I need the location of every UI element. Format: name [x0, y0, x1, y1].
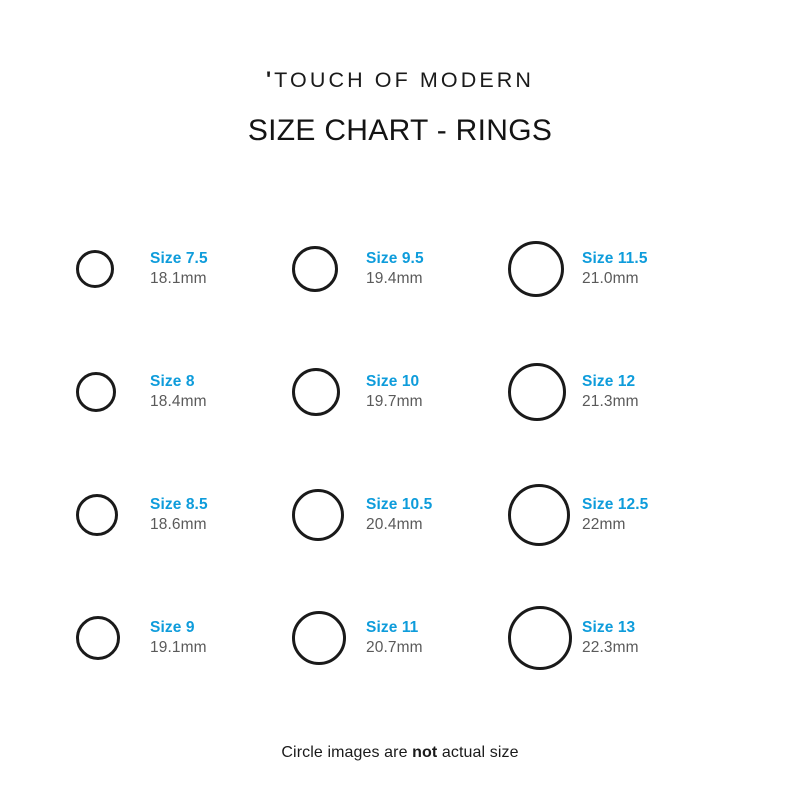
- ring-size-text: Size 11 20.7mm: [364, 619, 423, 658]
- ring-size-cell: Size 10 19.7mm: [292, 331, 508, 454]
- ring-size-label: Size 11: [366, 618, 419, 636]
- ring-circle-wrap: [292, 479, 364, 551]
- ring-circle-icon: [76, 372, 116, 412]
- ring-circle-icon: [292, 368, 340, 416]
- ring-size-text: Size 9.5 19.4mm: [364, 250, 424, 289]
- ring-circle-wrap: [508, 233, 580, 305]
- ring-circle-wrap: [292, 356, 364, 428]
- ring-size-label: Size 10.5: [366, 495, 433, 513]
- ring-size-cell: Size 13 22.3mm: [508, 577, 724, 700]
- ring-circle-icon: [292, 246, 338, 292]
- ring-diameter-label: 22.3mm: [582, 638, 639, 656]
- ring-size-text: Size 8.5 18.6mm: [148, 496, 208, 535]
- ring-size-cell: Size 9 19.1mm: [76, 577, 292, 700]
- ring-diameter-label: 18.6mm: [150, 515, 207, 533]
- ring-size-text: Size 10.5 20.4mm: [364, 496, 432, 535]
- page-title: SIZE CHART - RINGS: [247, 113, 553, 147]
- ring-size-label: Size 11.5: [582, 249, 648, 267]
- ring-circle-icon: [76, 494, 118, 536]
- ring-diameter-label: 19.4mm: [366, 269, 423, 287]
- ring-diameter-label: 21.0mm: [582, 269, 639, 287]
- ring-circle-wrap: [76, 233, 148, 305]
- ring-size-cell: Size 12 21.3mm: [508, 331, 724, 454]
- ring-circle-icon: [76, 250, 114, 288]
- ring-size-label: Size 9.5: [366, 249, 424, 267]
- ring-size-text: Size 12 21.3mm: [580, 373, 639, 412]
- ring-size-label: Size 13: [582, 618, 636, 636]
- ring-diameter-label: 19.1mm: [150, 638, 207, 656]
- ring-circle-wrap: [76, 479, 148, 551]
- ring-circle-icon: [76, 616, 120, 660]
- ring-size-label: Size 9: [150, 618, 195, 636]
- ring-circle-icon: [292, 611, 346, 665]
- ring-circle-wrap: [76, 602, 148, 674]
- ring-diameter-label: 20.4mm: [366, 515, 423, 533]
- ring-circle-wrap: [76, 356, 148, 428]
- ring-circle-wrap: [508, 602, 580, 674]
- ring-size-cell: Size 11.5 21.0mm: [508, 208, 724, 331]
- ring-circle-icon: [508, 484, 570, 546]
- ring-size-cell: Size 8.5 18.6mm: [76, 454, 292, 577]
- ring-circle-wrap: [508, 479, 580, 551]
- ring-size-label: Size 7.5: [150, 249, 208, 267]
- ring-circle-icon: [508, 606, 572, 670]
- ring-size-cell: Size 7.5 18.1mm: [76, 208, 292, 331]
- ring-size-text: Size 11.5 21.0mm: [580, 250, 648, 289]
- ring-size-label: Size 8.5: [150, 495, 208, 513]
- footnote-suffix: actual size: [437, 743, 519, 761]
- ring-circle-icon: [508, 363, 566, 421]
- ring-size-label: Size 8: [150, 372, 195, 390]
- ring-size-label: Size 12.5: [582, 495, 649, 513]
- ring-size-text: Size 9 19.1mm: [148, 619, 207, 658]
- ring-circle-icon: [508, 241, 564, 297]
- ring-circle-icon: [292, 489, 344, 541]
- brand-apostrophe-icon: ': [265, 67, 275, 91]
- footnote: Circle images are not actual size: [281, 744, 518, 762]
- footnote-prefix: Circle images are: [281, 743, 413, 761]
- ring-size-cell: Size 11 20.7mm: [292, 577, 508, 700]
- ring-circle-wrap: [508, 356, 580, 428]
- ring-diameter-label: 18.4mm: [150, 392, 207, 410]
- ring-size-cell: Size 10.5 20.4mm: [292, 454, 508, 577]
- ring-diameter-label: 19.7mm: [366, 392, 423, 410]
- ring-size-label: Size 12: [582, 372, 636, 390]
- ring-diameter-label: 21.3mm: [582, 392, 639, 410]
- ring-size-text: Size 12.5 22mm: [580, 496, 648, 535]
- ring-size-cell: Size 12.5 22mm: [508, 454, 724, 577]
- ring-size-text: Size 7.5 18.1mm: [148, 250, 208, 289]
- ring-size-grid: Size 7.5 18.1mm Size 9.5 19.4mm Size 11.5 21.…: [76, 208, 724, 700]
- footnote-emphasis: not: [412, 743, 438, 761]
- ring-size-cell: Size 9.5 19.4mm: [292, 208, 508, 331]
- ring-diameter-label: 18.1mm: [150, 269, 207, 287]
- ring-size-text: Size 10 19.7mm: [364, 373, 423, 412]
- ring-size-cell: Size 8 18.4mm: [76, 331, 292, 454]
- ring-diameter-label: 20.7mm: [366, 638, 423, 656]
- ring-size-text: Size 8 18.4mm: [148, 373, 207, 412]
- ring-size-text: Size 13 22.3mm: [580, 619, 639, 658]
- ring-circle-wrap: [292, 602, 364, 674]
- brand-logo: ' TOUCH OF MODERN: [265, 67, 535, 92]
- ring-diameter-label: 22mm: [582, 515, 626, 533]
- ring-circle-wrap: [292, 233, 364, 305]
- ring-size-label: Size 10: [366, 372, 420, 390]
- brand-name: TOUCH OF MODERN: [274, 68, 535, 92]
